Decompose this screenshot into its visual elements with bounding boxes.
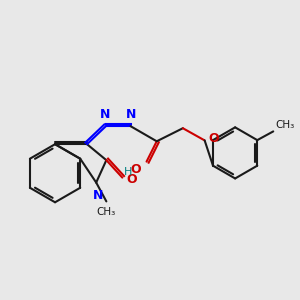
Text: O: O bbox=[131, 163, 141, 176]
Text: CH₃: CH₃ bbox=[275, 120, 294, 130]
Text: N: N bbox=[126, 108, 136, 121]
Text: N: N bbox=[93, 189, 104, 202]
Text: O: O bbox=[127, 172, 137, 185]
Text: CH₃: CH₃ bbox=[97, 207, 116, 217]
Text: H: H bbox=[124, 167, 133, 177]
Text: N: N bbox=[100, 108, 110, 121]
Text: O: O bbox=[208, 132, 219, 145]
